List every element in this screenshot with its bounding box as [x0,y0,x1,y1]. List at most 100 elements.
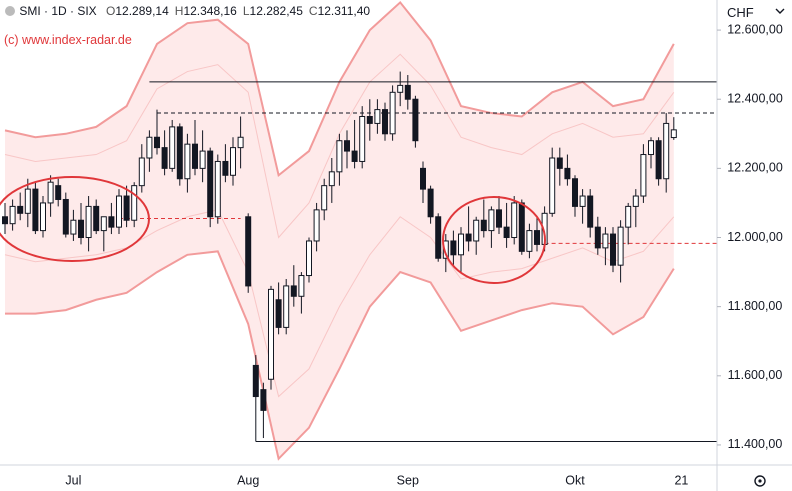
candle-body [610,233,616,266]
candle-body [648,140,654,156]
candle-body [496,209,502,228]
candle-body [47,181,54,204]
candle-body [670,129,677,139]
candle-body [313,209,320,242]
candle-body [473,219,480,242]
candle-body [214,160,221,218]
ohlc-value: 12.282,45 [249,4,303,18]
candle-body [632,195,639,207]
candle-body [184,143,191,180]
candle-body [511,202,518,239]
candle-body [549,157,556,214]
symbol-icon [5,6,15,16]
candle-body [275,299,282,328]
x-tick-label: Okt [565,473,585,487]
candle-body [420,167,426,190]
candle-body [138,157,145,187]
x-tick-label: Jul [65,473,81,487]
x-tick-label: Sep [397,473,419,487]
candle-body [260,389,267,411]
candle-body [154,136,160,149]
candle-body [488,209,495,232]
candle-body [617,226,624,266]
candle-body [663,122,670,180]
candle-body [374,109,381,124]
candle-body [382,109,388,135]
candle-body [108,216,115,228]
candle-body [176,126,183,180]
candle-body [435,216,442,259]
candle-body [625,205,632,228]
candle-body [655,140,662,180]
candle-body [412,98,419,142]
candle-body [366,116,373,124]
x-tick-label: Aug [237,473,259,487]
candle-body [268,288,274,380]
candle-body [518,202,525,252]
candle-body [602,233,609,249]
candle-body [161,147,168,169]
candle-body [245,216,252,287]
band-fill [5,2,674,459]
candle-body [427,188,434,218]
candle-body [169,126,176,169]
candle-body [397,84,404,93]
candle-body [2,216,8,225]
candle-body [359,116,366,162]
candle-body [321,185,328,211]
candle-body [579,195,586,207]
candle-body [24,188,31,214]
y-tick-label: 12.000,00 [727,230,783,244]
candle-body [480,219,487,232]
y-tick-label: 11.400,00 [728,437,783,451]
band-line [5,250,675,461]
y-tick-label: 11.600,00 [728,368,783,382]
y-tick-label: 12.600,00 [727,22,783,36]
highlight-ellipse [0,176,150,262]
dropdown-icon[interactable] [775,8,785,14]
legend-header: SMI · 1D · SIX O12.289,14 H12.348,16 L12.2… [4,4,370,18]
candle-body [404,84,411,100]
candle-body [298,275,305,297]
y-tick-label: 11.800,00 [728,299,783,313]
candle-body [230,147,236,176]
candle-body [116,195,122,228]
ohlc-label: C [308,4,318,18]
candle-body [222,160,229,176]
currency[interactable]: CHF [727,5,754,20]
candle-body [594,226,601,249]
candle-body [131,185,138,221]
candle-body [556,157,563,169]
ohlc-label: H [174,4,184,18]
candle-body [32,188,39,232]
candle-body [290,285,297,297]
candle-body [351,150,358,162]
candle-body [587,195,594,228]
ohlc-value: 12.311,40 [317,4,371,18]
candle-body [458,233,464,256]
candle-body [526,230,533,252]
candle-body [465,233,472,242]
candle-body [9,205,16,225]
candle-body [564,167,571,180]
candle-body [252,364,259,398]
candle-body [306,240,312,277]
y-tick-label: 12.400,00 [727,92,783,106]
x-tick-label: 21 [674,473,688,487]
ohlc-values: O12.289,14 H12.348,16 L12.282,45 C12.311,40 [100,4,370,18]
candle-body [78,219,84,239]
ohlc-label: L [242,4,250,18]
candle-body [237,136,244,149]
candle-body [389,91,396,135]
candle-body [100,216,107,232]
candle-body [199,150,206,169]
candle-body [85,205,92,239]
candle-body [93,205,100,232]
settings-icon[interactable] [754,475,766,487]
candle-body [70,219,77,235]
symbol: SMI · 1D · SIX [19,4,97,18]
candle-body [192,143,198,169]
band-inner-line [4,209,675,398]
